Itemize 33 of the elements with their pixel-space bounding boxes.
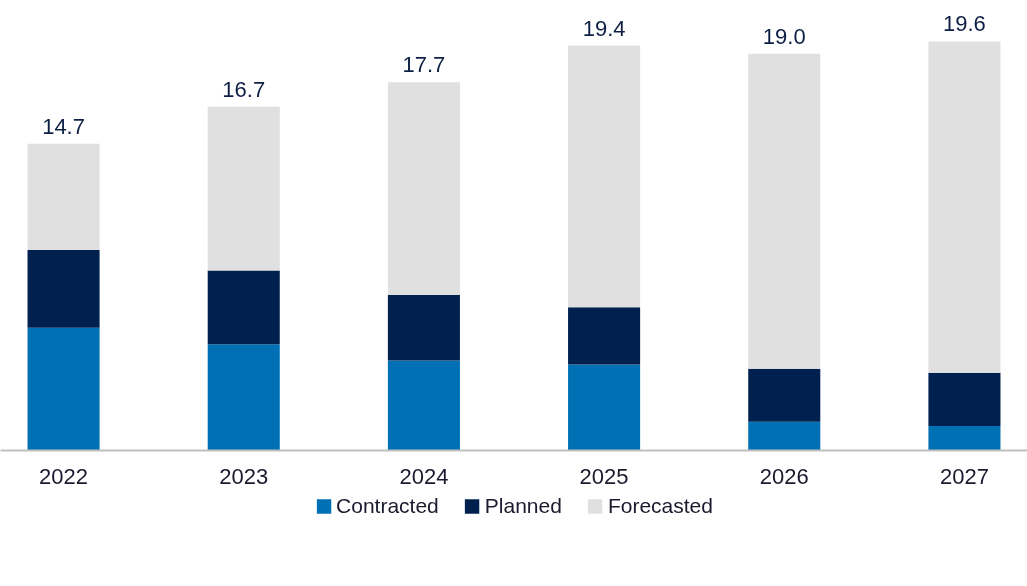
bar [387, 295, 460, 361]
annotation: 17.7 [402, 52, 446, 78]
annotation: 19.0 [762, 23, 806, 49]
text: 19.6 [943, 11, 986, 37]
x-tick-label: 2023 [219, 463, 269, 489]
annotation: 14.7 [42, 113, 85, 139]
bar [207, 344, 280, 451]
bar [568, 364, 641, 451]
bar [27, 250, 100, 328]
bar [387, 82, 460, 296]
bar [748, 53, 821, 369]
text: 19.4 [582, 15, 626, 41]
bar [928, 372, 1001, 426]
bar [207, 106, 280, 271]
bar [748, 368, 821, 422]
legend-label: Forecasted [607, 494, 713, 518]
bar [928, 425, 1001, 451]
x-tick-label: 2026 [759, 463, 809, 489]
bar [207, 270, 280, 345]
legend-label: Planned [484, 494, 562, 518]
annotation: 16.7 [222, 76, 266, 102]
x-tick-label: 2022 [39, 463, 89, 489]
legend-label: Contracted [336, 494, 439, 518]
x-tick-label: 2024 [399, 463, 449, 489]
bar [27, 327, 100, 451]
bar [928, 41, 1001, 373]
bar [568, 45, 641, 308]
x-tick-label: 2025 [579, 463, 629, 489]
bar [748, 421, 821, 451]
bar [387, 360, 460, 451]
x-tick-label: 2027 [939, 463, 989, 489]
bar [568, 307, 641, 365]
bar [27, 143, 100, 251]
